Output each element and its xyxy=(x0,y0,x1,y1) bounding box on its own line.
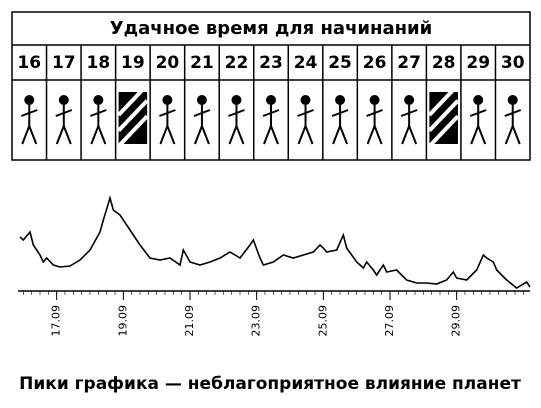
icon-head xyxy=(231,95,242,105)
day-icon xyxy=(228,95,245,145)
day-number: 25 xyxy=(328,53,352,73)
caption: Пики графика — неблагоприятное влияние п… xyxy=(19,374,521,394)
day-number: 19 xyxy=(121,53,145,73)
icon-arm xyxy=(297,109,314,117)
icon-leg xyxy=(408,125,418,145)
icon-leg xyxy=(304,125,314,145)
day-icon xyxy=(504,95,522,145)
icon-arm xyxy=(193,109,211,117)
day-number: 29 xyxy=(466,53,490,73)
day-number: 20 xyxy=(156,53,180,73)
icon-head xyxy=(335,95,346,105)
day-icon xyxy=(262,95,280,145)
icon-leg xyxy=(159,125,169,145)
icon-leg xyxy=(235,125,245,145)
icon-leg xyxy=(297,125,307,145)
icon-head xyxy=(404,95,415,105)
icon-head xyxy=(507,95,518,105)
x-tick-label: 25.09 xyxy=(316,305,329,337)
hatch xyxy=(117,83,149,117)
day-number: 23 xyxy=(259,53,283,73)
day-number: 18 xyxy=(86,53,110,73)
icon-arm xyxy=(469,109,487,117)
day-icon xyxy=(159,95,176,145)
x-tick-label: 29.09 xyxy=(450,305,463,337)
icon-leg xyxy=(62,125,72,145)
hatch xyxy=(117,99,149,132)
x-tick-label: 21.09 xyxy=(183,305,196,337)
icon-head xyxy=(24,95,35,105)
icon-arm xyxy=(159,109,176,117)
icon-leg xyxy=(166,125,176,145)
icon-leg xyxy=(511,125,521,145)
icon-head xyxy=(369,95,380,105)
icon-arm xyxy=(89,109,107,117)
day-number: 27 xyxy=(397,53,421,73)
day-icon xyxy=(20,95,38,145)
day-number: 28 xyxy=(432,53,456,73)
icon-arm xyxy=(262,109,280,117)
day-number: 17 xyxy=(52,53,76,73)
hatch xyxy=(117,114,149,148)
day-number: 24 xyxy=(294,53,318,73)
icon-head xyxy=(473,95,484,105)
icon-leg xyxy=(339,125,348,145)
icon-arm xyxy=(504,109,522,117)
icon-leg xyxy=(90,125,100,145)
icon-leg xyxy=(55,125,65,145)
hatch xyxy=(427,114,460,148)
icon-leg xyxy=(401,125,411,145)
day-icon xyxy=(400,95,418,145)
icon-leg xyxy=(270,125,279,145)
day-number: 21 xyxy=(190,53,214,73)
day-icon xyxy=(297,95,314,145)
table-title: Удачное время для начинаний xyxy=(110,18,433,39)
icon-leg xyxy=(470,125,480,145)
icon-leg xyxy=(28,125,38,145)
icon-leg xyxy=(21,125,31,145)
icon-arm xyxy=(228,109,245,117)
icon-leg xyxy=(504,125,514,145)
x-tick-label: 17.09 xyxy=(50,305,63,337)
icon-head xyxy=(196,95,207,105)
day-number: 16 xyxy=(17,53,41,73)
day-number: 22 xyxy=(225,53,249,73)
x-tick-label: 27.09 xyxy=(383,305,396,337)
day-icon xyxy=(366,95,383,145)
icon-head xyxy=(58,95,69,105)
icon-leg xyxy=(332,125,341,145)
icon-leg xyxy=(263,125,272,145)
day-icon xyxy=(89,95,107,145)
icon-arm xyxy=(20,109,38,117)
icon-arm xyxy=(331,109,349,117)
day-number: 26 xyxy=(363,53,387,73)
icon-arm xyxy=(400,109,418,117)
data-line xyxy=(19,195,531,289)
icon-leg xyxy=(373,125,383,145)
icon-leg xyxy=(477,125,487,145)
icon-head xyxy=(266,95,276,105)
x-tick-label: 19.09 xyxy=(116,305,129,337)
day-icon xyxy=(469,95,487,145)
day-number: 30 xyxy=(501,53,525,73)
day-icon xyxy=(331,95,349,145)
icon-leg xyxy=(194,125,203,145)
icon-arm xyxy=(55,109,73,117)
day-icon xyxy=(193,95,211,145)
icon-leg xyxy=(366,125,376,145)
icon-head xyxy=(93,95,104,105)
icon-arm xyxy=(366,109,383,117)
hatch xyxy=(427,99,460,132)
hatch xyxy=(427,83,460,117)
icon-leg xyxy=(97,125,107,145)
day-icon xyxy=(55,95,73,145)
x-tick-label: 23.09 xyxy=(250,305,263,337)
icon-head xyxy=(300,95,311,105)
icon-head xyxy=(162,95,173,105)
icon-leg xyxy=(201,125,210,145)
icon-leg xyxy=(228,125,238,145)
table-frame xyxy=(11,11,531,161)
